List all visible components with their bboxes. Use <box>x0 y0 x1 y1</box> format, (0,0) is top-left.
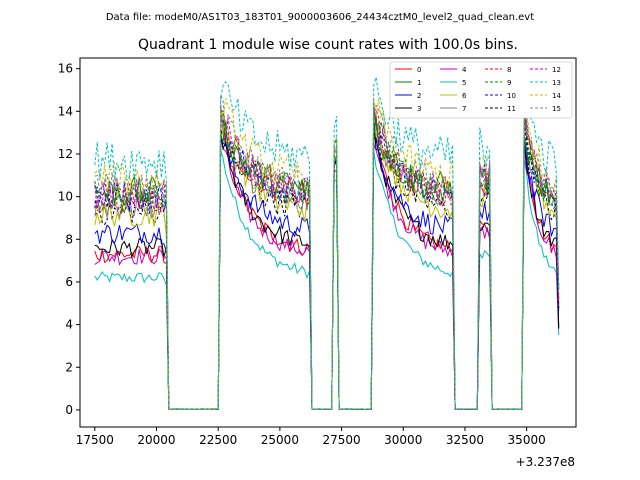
x-tick-label: 32500 <box>446 433 484 447</box>
y-tick-label: 10 <box>58 190 73 204</box>
x-tick-label: 22500 <box>199 433 237 447</box>
plot-frame <box>79 57 577 428</box>
legend-label-11: 11 <box>507 105 516 113</box>
legend-label-2: 2 <box>417 92 421 100</box>
x-offset-label: +3.237e8 <box>516 455 575 469</box>
x-tick-label: 25000 <box>261 433 299 447</box>
legend-label-4: 4 <box>462 66 467 74</box>
series-line-14 <box>94 97 560 411</box>
legend-label-8: 8 <box>507 66 511 74</box>
legend-label-7: 7 <box>462 105 466 113</box>
legend-label-9: 9 <box>507 79 511 87</box>
legend-label-10: 10 <box>507 92 516 100</box>
y-tick-label: 6 <box>65 275 73 289</box>
legend-label-5: 5 <box>462 79 466 87</box>
y-tick-label: 16 <box>58 62 73 76</box>
legend-label-6: 6 <box>462 92 467 100</box>
legend-label-13: 13 <box>552 79 561 87</box>
y-axis: 0 2 4 6 8 10 12 14 16 <box>58 62 80 417</box>
series-line-13 <box>94 77 560 411</box>
legend-label-15: 15 <box>552 105 561 113</box>
x-tick-label: 17500 <box>76 433 114 447</box>
x-tick-label: 20000 <box>137 433 175 447</box>
chart-title: Quadrant 1 module wise count rates with … <box>138 37 518 53</box>
legend-box <box>389 61 573 119</box>
legend-label-0: 0 <box>417 66 421 74</box>
x-axis: 17500 20000 22500 25000 27500 30000 32500 35000 <box>76 427 546 447</box>
y-tick-label: 2 <box>65 360 73 374</box>
legend-label-14: 14 <box>552 92 561 100</box>
x-tick-label: 27500 <box>322 433 360 447</box>
y-tick-label: 0 <box>65 403 73 417</box>
x-tick-label: 30000 <box>384 433 422 447</box>
y-tick-label: 8 <box>65 232 73 246</box>
series-layer <box>94 77 560 411</box>
legend-label-12: 12 <box>552 66 561 74</box>
y-tick-label: 12 <box>58 147 73 161</box>
x-tick-label: 35000 <box>508 433 546 447</box>
legend-label-3: 3 <box>417 105 421 113</box>
y-tick-label: 14 <box>58 104 73 118</box>
y-tick-label: 4 <box>65 318 73 332</box>
legend-label-1: 1 <box>417 79 421 87</box>
data-file-header: Data file: modeM0/AS1T03_183T01_90000036… <box>106 12 534 23</box>
